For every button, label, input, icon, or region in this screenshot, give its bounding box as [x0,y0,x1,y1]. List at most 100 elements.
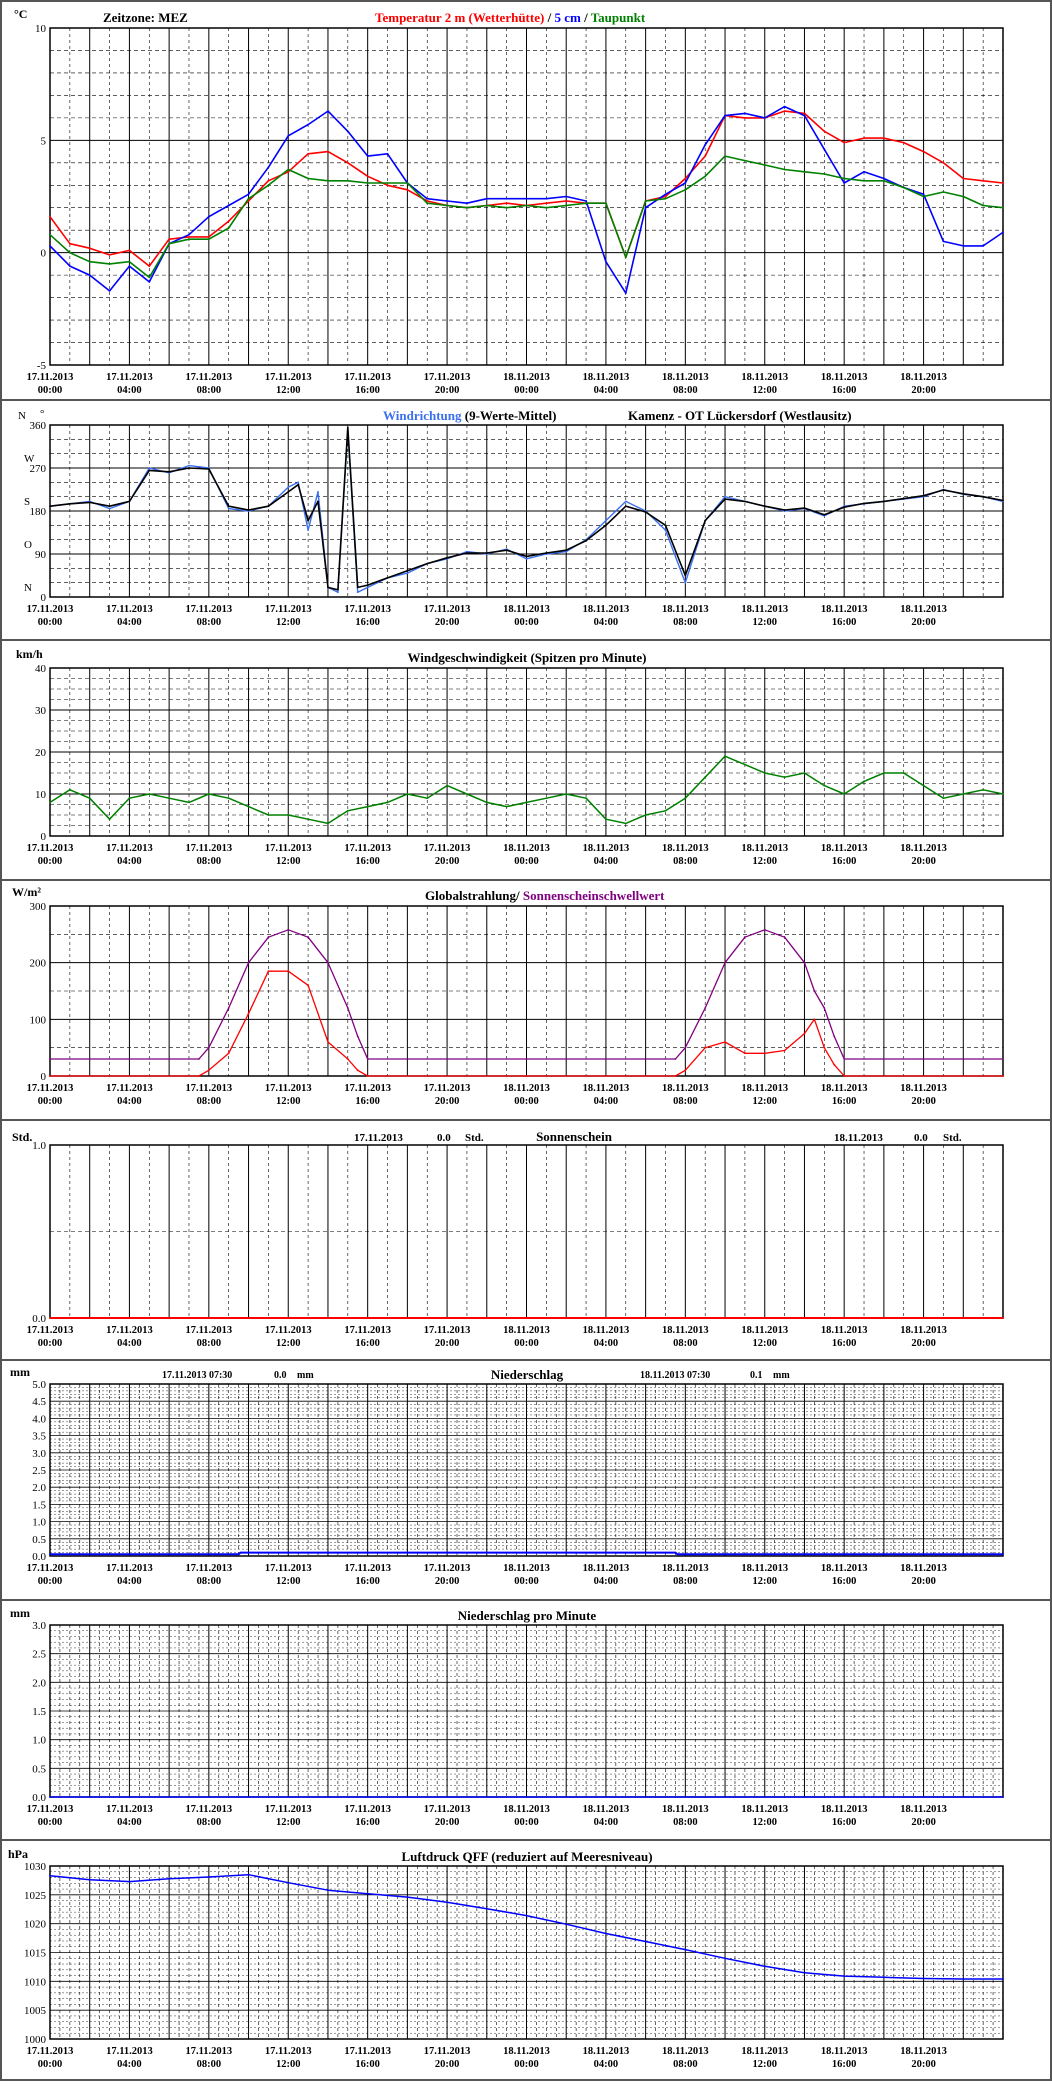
data-point [664,197,667,200]
data-point [267,814,270,816]
x-tick-time: 12:00 [276,385,301,396]
data-point [942,489,945,491]
x-tick-time: 16:00 [832,856,857,867]
data-point [823,1046,826,1049]
data-point [704,143,707,146]
y-tick-label: 300 [30,901,47,913]
x-tick-time: 16:00 [832,1817,857,1828]
data-point [386,184,389,187]
data-point [763,117,766,119]
y-tick-label: 3.5 [32,1431,46,1443]
x-tick-time: 00:00 [38,856,63,867]
data-point [446,556,448,559]
data-point [803,114,806,117]
data-point [207,215,210,218]
x-tick-time: 00:00 [514,2059,539,2070]
x-tick-date: 17.11.2013 [424,1325,471,1336]
data-point [962,492,965,495]
y-tick-label: 180 [30,506,47,518]
data-point [624,256,627,259]
x-tick-date: 17.11.2013 [185,2046,232,2057]
x-tick-date: 17.11.2013 [185,372,232,383]
data-point [843,1058,846,1060]
y-tick-label: 1005 [24,2005,47,2017]
data-point [525,555,528,558]
x-tick-date: 18.11.2013 [583,1804,630,1815]
data-point [366,155,369,158]
data-point [247,961,250,964]
x-tick-time: 16:00 [355,1817,380,1828]
sunshine-threshold-line [50,929,1003,1060]
x-tick-time: 12:00 [276,1576,301,1587]
data-point [1002,1796,1004,1798]
data-point [843,177,846,180]
data-point [337,591,339,594]
data-point [863,502,865,505]
plot-frame [49,424,1004,598]
data-point [763,164,766,166]
y-axis-unit: mm [10,1606,30,1620]
data-point [883,500,885,503]
day-total-unit: Std. [465,1132,484,1144]
x-tick-time: 00:00 [514,1576,539,1587]
chart-panel-8: 1000 1005 1010 1015 1020 1025 1030 17.11.2013 00… [8,1847,1004,2070]
x-tick-date: 17.11.2013 [185,1083,232,1094]
data-point [545,206,548,209]
data-point [565,793,568,795]
x-tick-time: 12:00 [753,385,778,396]
data-point [783,509,786,511]
data-point [704,519,707,522]
data-point [239,1551,242,1554]
data-point [833,1035,836,1038]
y-tick-label: 0.0 [32,1551,46,1563]
data-point [783,776,786,779]
data-point [744,117,746,119]
data-point [763,1965,766,1968]
data-point [565,550,568,553]
x-tick-time: 04:00 [594,1817,619,1828]
data-point [466,793,468,795]
x-tick-time: 08:00 [197,1817,222,1828]
data-point [327,179,329,182]
y-tick-label: 2.0 [32,1482,46,1494]
x-tick-date: 18.11.2013 [821,372,868,383]
data-point [227,505,230,508]
chart-panel-4: 0 100 200 300 17.11.2013 00:00 17.11.2013 04:00… [12,885,1004,1107]
y-tick-label: 200 [30,958,47,970]
data-point [674,1551,677,1554]
data-point [585,200,587,202]
x-tick-date: 18.11.2013 [503,1325,550,1336]
chart-panel-7: 0.0 0.5 1.0 1.5 2.0 2.5 3.0 17.11.2013 00:00 17.1… [10,1606,1004,1828]
data-point [684,182,687,184]
x-tick-time: 16:00 [355,856,380,867]
data-point [168,242,171,245]
y-tick-label: -5 [37,360,47,372]
data-point [843,1075,846,1077]
data-point [724,1041,726,1043]
data-point [426,202,429,205]
station-name: Kamenz - OT Lückersdorf (Westlausitz) [628,408,852,423]
data-point [684,797,687,800]
data-point [49,505,51,508]
x-tick-date: 18.11.2013 [821,1083,868,1094]
y-tick-label: 0 [41,831,47,843]
x-tick-date: 17.11.2013 [106,843,153,854]
compass-unit: ° [40,408,44,420]
x-tick-time: 08:00 [197,385,222,396]
data-point [426,797,429,800]
data-point [247,805,250,808]
x-tick-date: 17.11.2013 [27,2046,74,2057]
data-point [346,1007,349,1009]
data-point [188,238,190,241]
chart-title: Windgeschwindigkeit (Spitzen pro Minute) [408,650,647,665]
x-tick-time: 12:00 [276,1817,301,1828]
data-point [525,197,528,200]
data-point [307,529,309,531]
x-tick-time: 16:00 [832,2059,857,2070]
x-tick-time: 16:00 [832,1096,857,1107]
data-point [744,159,746,162]
chart-panel-3: 0 10 20 30 40 17.11.2013 00:00 17.11.2013 04:00 1… [16,647,1004,867]
x-tick-time: 08:00 [673,617,698,628]
x-tick-date: 17.11.2013 [344,1563,391,1574]
data-point [724,155,726,158]
